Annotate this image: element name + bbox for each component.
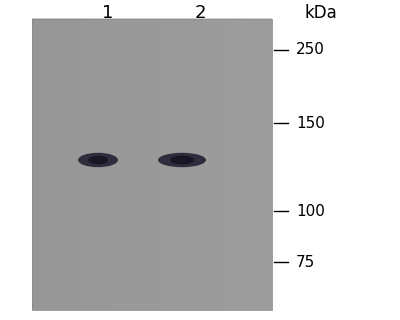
Text: 2: 2	[194, 4, 206, 22]
Ellipse shape	[170, 156, 194, 164]
Text: 250: 250	[296, 42, 325, 57]
Text: 100: 100	[296, 204, 325, 219]
Ellipse shape	[158, 153, 206, 167]
FancyBboxPatch shape	[32, 19, 272, 310]
Ellipse shape	[88, 156, 108, 164]
Text: 150: 150	[296, 116, 325, 131]
Text: 75: 75	[296, 255, 315, 270]
Text: kDa: kDa	[304, 4, 337, 22]
Text: 1: 1	[102, 4, 114, 22]
Ellipse shape	[78, 153, 118, 167]
